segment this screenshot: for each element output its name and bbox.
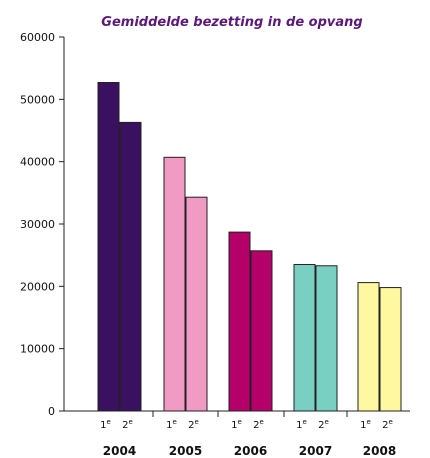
bar-2008-first-half: [357, 282, 380, 412]
half-label: 2e: [253, 418, 264, 431]
half-label: 1e: [296, 418, 307, 431]
bar-2005-second-half: [185, 196, 208, 412]
half-label: 2e: [122, 418, 133, 431]
bar-2004-second-half: [119, 121, 142, 412]
half-label: 2e: [188, 418, 199, 431]
bar-2006-first-half: [228, 231, 251, 412]
x-axis-labels: 1e 2e 2004 1e 2e 2005 1e 2e 2006 1e 2e 2007 1e 2e 2008: [100, 418, 396, 458]
y-tick-label: 0: [48, 405, 55, 418]
y-tick-label: 30000: [20, 218, 55, 231]
y-tick-label: 60000: [20, 31, 55, 44]
bar-2007-first-half: [293, 264, 316, 412]
half-label: 1e: [100, 418, 111, 431]
category-label-2004: 2004: [103, 444, 136, 458]
bar-2006-second-half: [250, 250, 273, 412]
category-label-2007: 2007: [299, 444, 332, 458]
bars: [97, 82, 402, 412]
category-label-2005: 2005: [169, 444, 202, 458]
category-label-2006: 2006: [234, 444, 267, 458]
half-label: 1e: [231, 418, 242, 431]
half-label: 1e: [360, 418, 371, 431]
bar-2004-first-half: [97, 82, 120, 412]
y-tick-label: 10000: [20, 343, 55, 356]
bar-2005-first-half: [163, 156, 186, 412]
half-label: 2e: [382, 418, 393, 431]
category-label-2008: 2008: [363, 444, 396, 458]
y-tick-label: 50000: [20, 93, 55, 106]
chart-title: Gemiddelde bezetting in de opvang: [101, 15, 362, 30]
half-label: 1e: [166, 418, 177, 431]
y-tick-label: 20000: [20, 280, 55, 293]
bar-2008-second-half: [379, 287, 402, 412]
y-tick-label: 40000: [20, 156, 55, 169]
half-label: 2e: [318, 418, 329, 431]
y-axis-ticks: 0 10000 20000 30000 40000 50000 60000: [20, 31, 64, 418]
bar-2007-second-half: [315, 265, 338, 412]
